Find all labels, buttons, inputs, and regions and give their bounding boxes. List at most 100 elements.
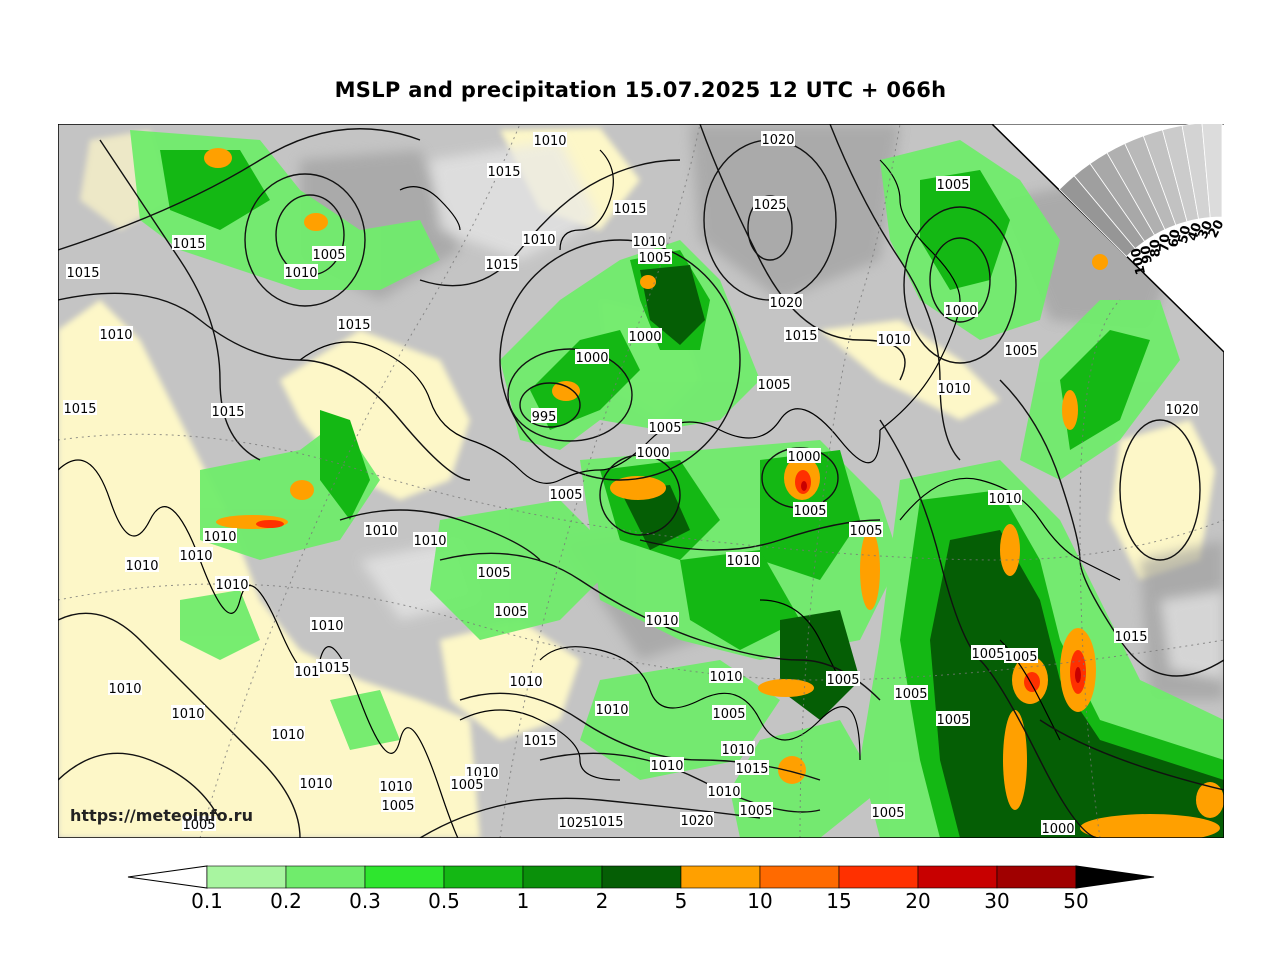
- isobar-label-bg: [294, 663, 320, 678]
- isobar-label-bg: [108, 680, 142, 695]
- watermark: https://meteoinfo.ru: [70, 806, 253, 825]
- isobar-label: 1005: [182, 818, 215, 833]
- isobar-label: 1015: [784, 329, 817, 344]
- isobar-label: 1005: [450, 778, 483, 793]
- isobar-label: 1005: [312, 248, 345, 263]
- isobar-label-bg: [465, 764, 499, 779]
- chart-title: MSLP and precipitation 15.07.2025 12 UTC…: [334, 78, 947, 102]
- isobar-label-bg: [632, 233, 666, 248]
- colorbar-bin: [917, 865, 998, 889]
- colorbar-tick-label: 5: [674, 889, 688, 913]
- colorbar-tick-label: 0.2: [270, 889, 302, 913]
- isobar-label: 1010: [379, 780, 412, 795]
- isobar-label: 1010: [108, 682, 141, 697]
- isobar-label: 1005: [894, 687, 927, 702]
- isobar-label: 1015: [66, 266, 99, 281]
- isobar-label-bg: [707, 783, 741, 798]
- colorbar-min-arrow: [127, 865, 208, 889]
- isobar-label: 1025: [558, 816, 591, 831]
- isobar-label: 1005: [549, 488, 582, 503]
- isobar-label: 1010: [179, 549, 212, 564]
- isobar-label-bg: [726, 552, 760, 567]
- isobar-label: 1020: [761, 133, 794, 148]
- isobar-label: 1000: [1041, 822, 1074, 837]
- isobar-label: 1010: [707, 785, 740, 800]
- isobar-label: 1015: [485, 258, 518, 273]
- isobar-label: 1005: [739, 804, 772, 819]
- isobar-label-bg: [485, 256, 519, 271]
- isobar-label-bg: [721, 741, 755, 756]
- isobar-label-bg: [575, 349, 609, 364]
- isobar-label: 1005: [1004, 650, 1037, 665]
- colorbar-bin: [838, 865, 919, 889]
- isobar-label: 1015: [63, 402, 96, 417]
- colorbar-tick-label: 30: [984, 889, 1010, 913]
- isobar-label-bg: [1004, 342, 1038, 357]
- isobar-label: 1015: [735, 762, 768, 777]
- isobar-label: 1010: [533, 134, 566, 149]
- isobar-label-bg: [558, 814, 592, 829]
- isobar-label: 1000: [787, 450, 820, 465]
- isobar-label: 1020: [769, 296, 802, 311]
- isobar-label-bg: [523, 732, 557, 747]
- isobar-label-bg: [1114, 628, 1148, 643]
- isobar-label: 1010: [650, 759, 683, 774]
- isobar-label-bg: [871, 804, 905, 819]
- isobar-label: 1015: [211, 405, 244, 420]
- isobar-label-bg: [1004, 648, 1038, 663]
- isobar-label-bg: [379, 778, 413, 793]
- isobar-label-bg: [595, 701, 629, 716]
- isobar-label-bg: [757, 376, 791, 391]
- isobar-label-bg: [99, 326, 133, 341]
- isobar-label: 1010: [595, 703, 628, 718]
- isobar-label: 1010: [299, 777, 332, 792]
- isobar-label: 1005: [971, 647, 1004, 662]
- cloud-scale-label: 20: [1206, 218, 1224, 241]
- isobar-label-bg: [613, 200, 647, 215]
- isobar-label: 1005: [494, 605, 527, 620]
- isobar-label-bg: [310, 617, 344, 632]
- isobar-label: 1010: [203, 530, 236, 545]
- isobar-label: 1005: [638, 251, 671, 266]
- isobar-label: 995: [532, 410, 557, 425]
- colorbar-tick-label: 2: [595, 889, 609, 913]
- isobar-label-bg: [590, 813, 624, 828]
- isobar-label-bg: [531, 408, 557, 423]
- isobar-label: 1000: [628, 330, 661, 345]
- isobar-label-bg: [487, 163, 521, 178]
- isobar-label: 1015: [487, 165, 520, 180]
- isobar-label: 1005: [936, 178, 969, 193]
- colorbar-tick-label: 0.3: [349, 889, 381, 913]
- isobar-label: 1005: [648, 421, 681, 436]
- isobar-label-bg: [211, 403, 245, 418]
- isobar-label-bg: [769, 294, 803, 309]
- isobar-label-bg: [937, 380, 971, 395]
- cloud-scale-segment: [1181, 124, 1211, 220]
- isobar-label: 1015: [1114, 630, 1147, 645]
- colorbar-bin: [680, 865, 761, 889]
- cloud-scale-label: 30: [1196, 219, 1217, 241]
- isobar-label-bg: [735, 760, 769, 775]
- cloud-scale-label: 50: [1176, 224, 1195, 245]
- colorbar-bin: [443, 865, 524, 889]
- isobar-label: 1010: [310, 619, 343, 634]
- cloud-scale-label: 100: [1129, 246, 1150, 276]
- isobar-label: 1005: [936, 713, 969, 728]
- isobar-label: 1010: [284, 266, 317, 281]
- isobar-label-bg: [337, 316, 371, 331]
- isobar-label-bg: [1165, 401, 1199, 416]
- colorbar-tick-label: 1: [516, 889, 530, 913]
- isobar-label: 1005: [793, 504, 826, 519]
- isobar-label: 1005: [1004, 344, 1037, 359]
- isobar-label-bg: [761, 131, 795, 146]
- isobar-label: 1010: [125, 559, 158, 574]
- isobar-label-bg: [944, 302, 978, 317]
- isobar-label: 1010: [509, 675, 542, 690]
- isobar-label-bg: [533, 132, 567, 147]
- isobar-label-bg: [877, 331, 911, 346]
- colorbar-tick-label: 0.1: [191, 889, 223, 913]
- isobar-label-bg: [709, 668, 743, 683]
- isobar-label-bg: [63, 400, 97, 415]
- colorbar-tick-label: 20: [905, 889, 931, 913]
